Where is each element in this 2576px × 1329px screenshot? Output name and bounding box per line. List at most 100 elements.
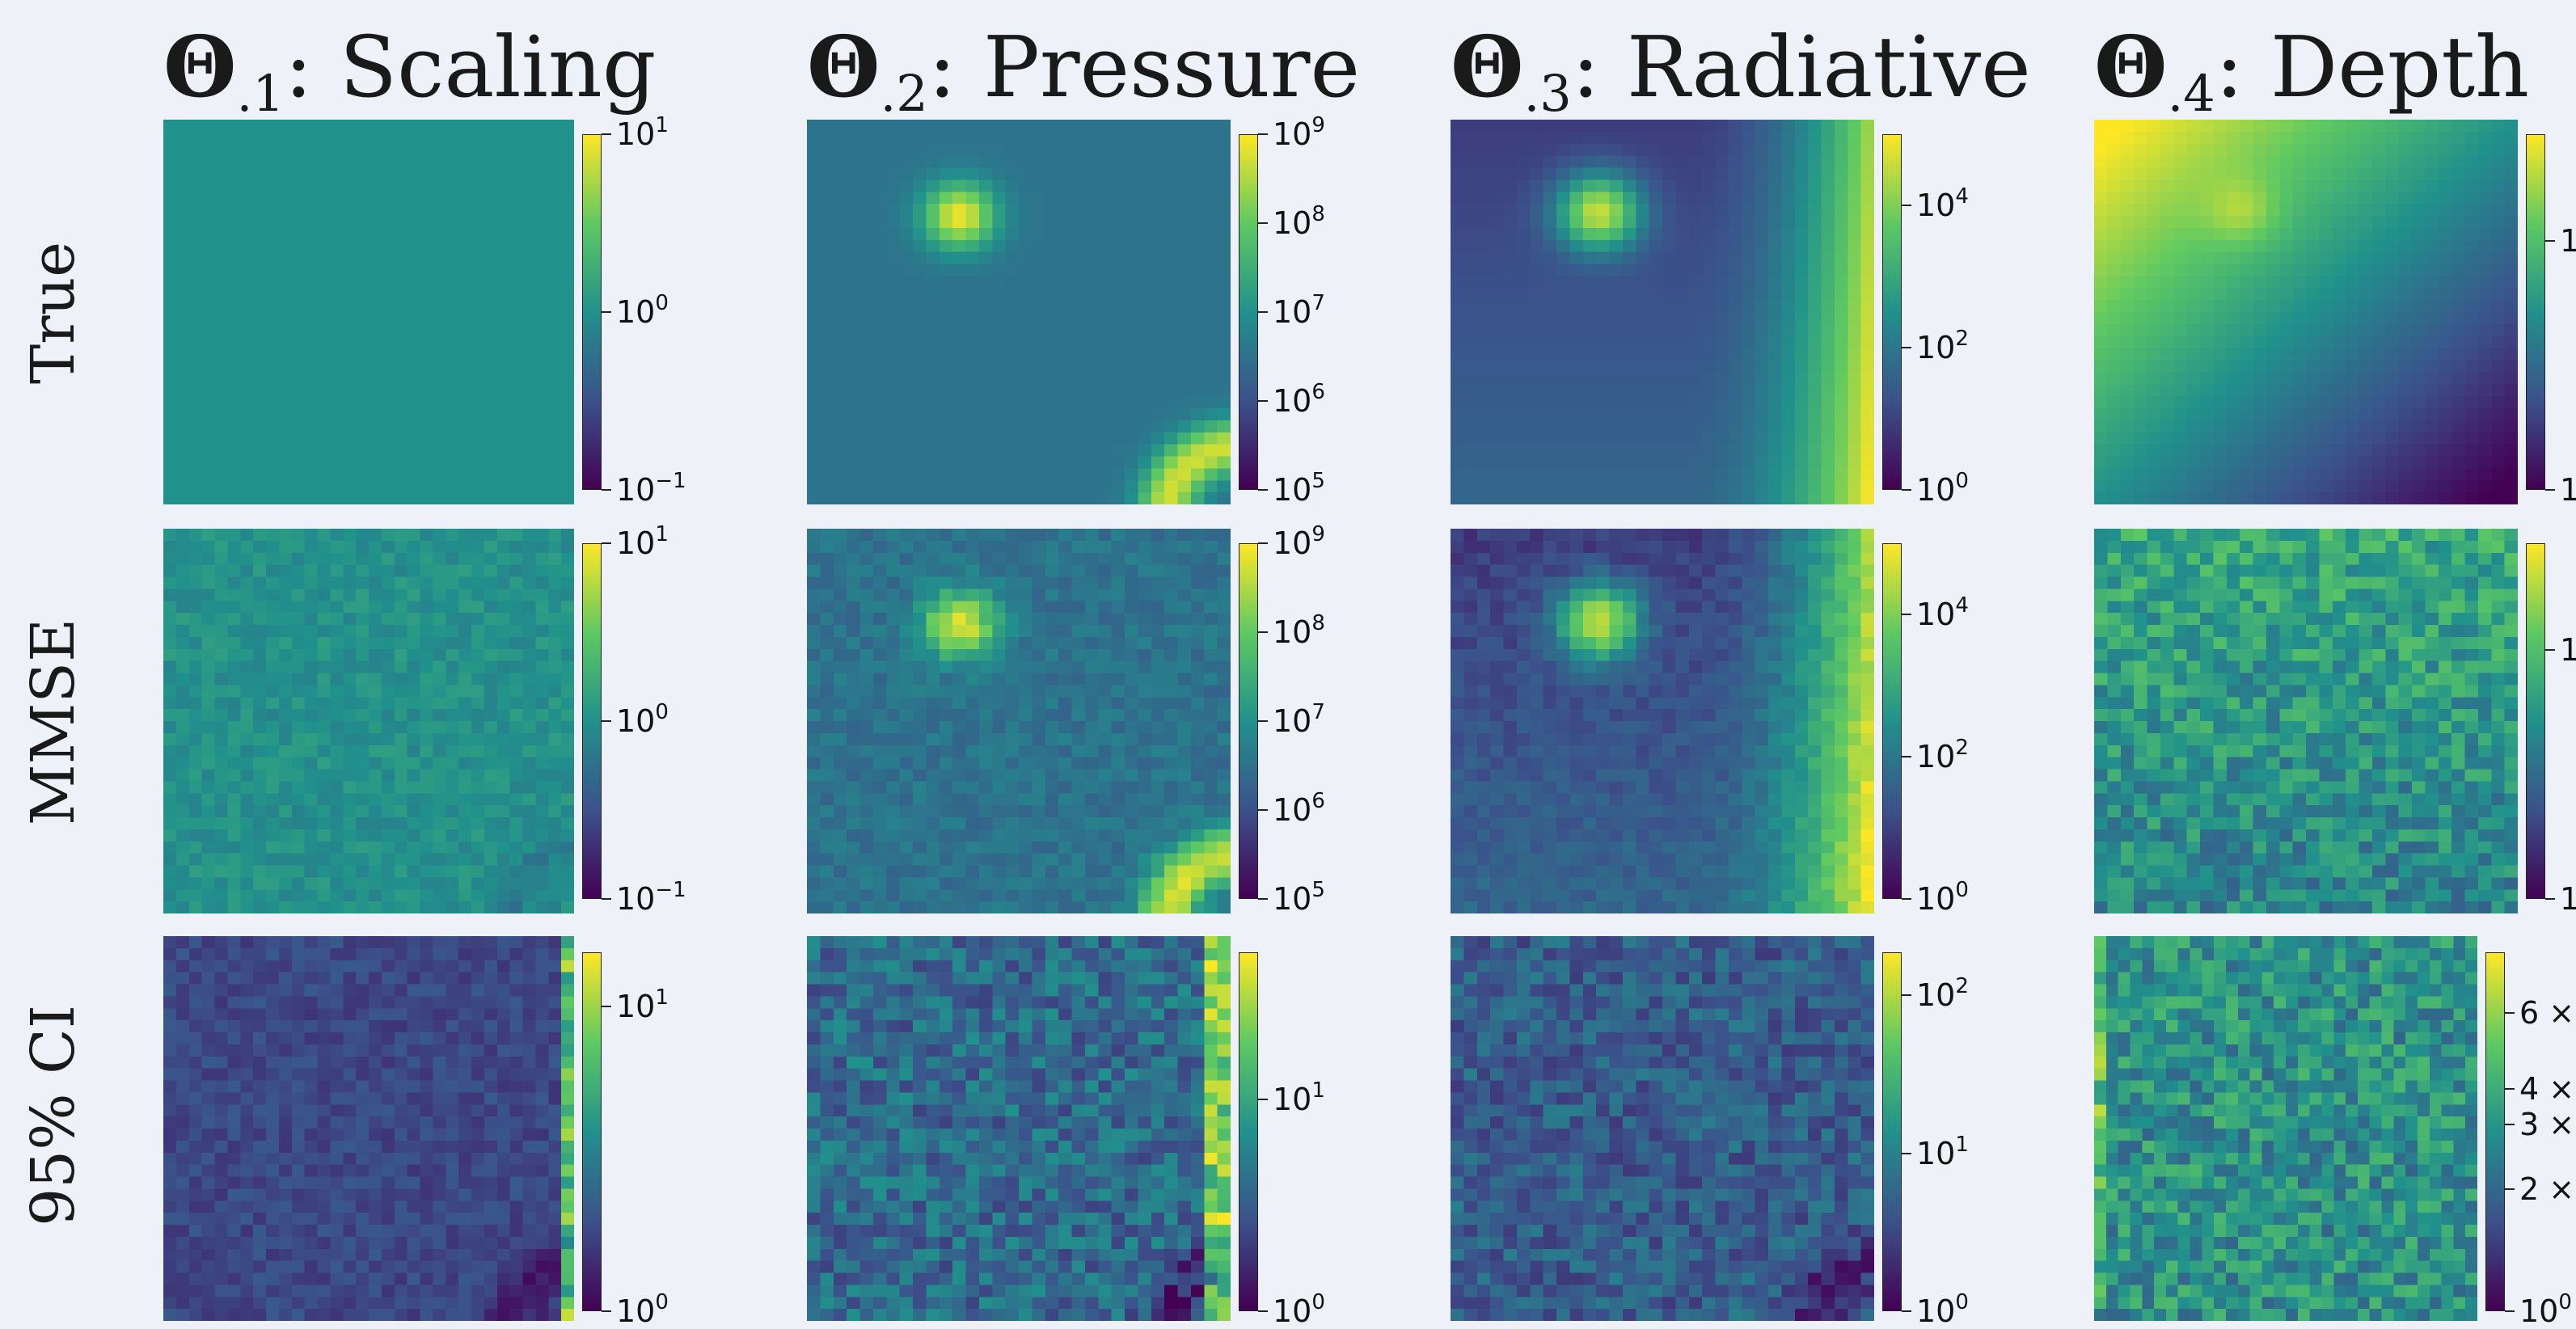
heatmap-cell (2399, 120, 2413, 132)
heatmap-cell (535, 336, 548, 348)
heatmap-cell (253, 625, 266, 637)
heatmap-cell (1204, 336, 1218, 348)
heatmap-cell (433, 457, 446, 469)
heatmap-cell (458, 829, 471, 842)
heatmap-cell (369, 492, 382, 504)
heatmap-cell (458, 817, 471, 829)
heatmap-cell (2478, 204, 2492, 216)
heatmap-cell (189, 613, 202, 625)
heatmap-cell (561, 757, 574, 770)
heatmap-cell (458, 553, 471, 565)
heatmap-cell (2240, 312, 2253, 324)
heatmap-cell (1556, 264, 1570, 276)
heatmap-cell (1636, 192, 1649, 204)
heatmap-cell (318, 432, 331, 445)
heatmap-cell (2213, 156, 2227, 168)
heatmap-cell (420, 577, 433, 589)
heatmap-cell (1490, 420, 1504, 432)
heatmap-cell (1204, 445, 1218, 457)
heatmap-cell (992, 324, 1006, 336)
heatmap-cell (1610, 132, 1624, 144)
heatmap-cell (497, 228, 510, 240)
heatmap-cell (952, 228, 966, 240)
heatmap-cell (215, 613, 228, 625)
heatmap-cell (1596, 336, 1610, 348)
heatmap-cell (240, 577, 253, 589)
heatmap-cell (1636, 457, 1649, 469)
heatmap-cell (2094, 264, 2108, 276)
heatmap-cell (1138, 240, 1151, 252)
heatmap-cell (484, 541, 497, 553)
heatmap-cell (408, 192, 420, 204)
heatmap-cell (266, 685, 279, 697)
heatmap-cell (2412, 492, 2426, 504)
heatmap-cell (2293, 384, 2307, 396)
heatmap-cell (1729, 480, 1742, 492)
colorbar-tick-label: 101 (616, 116, 669, 152)
heatmap-cell (1729, 120, 1742, 132)
heatmap-cell (1072, 264, 1086, 276)
heatmap-cell (1808, 361, 1822, 373)
heatmap-cell (163, 842, 176, 854)
heatmap-cell (548, 445, 561, 457)
heatmap-cell (1463, 216, 1477, 228)
heatmap-cell (1795, 192, 1809, 204)
heatmap-cell (1755, 192, 1769, 204)
heatmap-cell (2240, 468, 2253, 480)
heatmap-cell (163, 132, 176, 144)
heatmap-cell (458, 805, 471, 817)
heatmap-cell (1848, 204, 1861, 216)
heatmap-cell (279, 348, 292, 361)
heatmap-cell (1463, 300, 1477, 312)
heatmap-cell (2478, 408, 2492, 420)
heatmap-cell (2505, 432, 2518, 445)
heatmap-cell (1543, 432, 1557, 445)
heatmap-cell (292, 721, 305, 733)
heatmap-cell (215, 156, 228, 168)
heatmap-cell (2425, 492, 2439, 504)
heatmap-cell (2412, 408, 2426, 420)
heatmap-cell (1583, 361, 1597, 373)
heatmap-cell (202, 577, 215, 589)
heatmap-cell (369, 384, 382, 396)
heatmap-cell (548, 770, 561, 782)
heatmap-cell (1517, 192, 1531, 204)
heatmap-cell (318, 685, 331, 697)
heatmap-cell (1675, 228, 1689, 240)
heatmap-cell (820, 420, 834, 432)
heatmap-cell (2293, 252, 2307, 264)
heatmap-cell (458, 132, 471, 144)
heatmap-cell (408, 553, 420, 565)
heatmap-cell (1112, 156, 1125, 168)
heatmap-cell (305, 168, 318, 180)
heatmap-cell (2372, 457, 2386, 469)
heatmap-cell (1112, 228, 1125, 240)
heatmap-cell (1032, 396, 1045, 408)
heatmap-cell (1610, 420, 1624, 432)
heatmap-cell (979, 384, 993, 396)
heatmap-cell (2359, 324, 2373, 336)
heatmap-cell (1451, 324, 1464, 336)
heatmap-cell (1583, 204, 1597, 216)
heatmap-cell (1178, 348, 1192, 361)
heatmap-cell (1649, 432, 1663, 445)
heatmap-cell (279, 288, 292, 300)
heatmap-cell (1085, 396, 1099, 408)
heatmap-cell (2491, 156, 2505, 168)
heatmap-cell (860, 324, 874, 336)
heatmap-cell (1204, 179, 1218, 192)
heatmap-cell (2451, 179, 2465, 192)
heatmap-cell (420, 384, 433, 396)
heatmap-cell (1662, 336, 1676, 348)
heatmap-cell (433, 637, 446, 649)
heatmap-cell (253, 300, 266, 312)
heatmap-cell (548, 361, 561, 373)
heatmap-cell (1164, 240, 1178, 252)
heatmap-cell (1729, 216, 1742, 228)
heatmap-cell (1861, 240, 1874, 252)
heatmap-cell (1058, 168, 1072, 180)
heatmap-cell (330, 252, 343, 264)
heatmap-cell (2121, 396, 2135, 408)
heatmap-cell (253, 733, 266, 745)
heatmap-cell (189, 300, 202, 312)
